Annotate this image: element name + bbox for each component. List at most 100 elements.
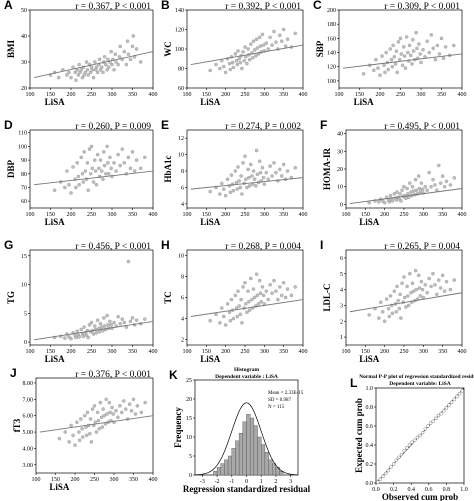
data-point <box>233 52 238 56</box>
x-tick-label: 1.0 <box>460 487 468 493</box>
x-tick-label: 150 <box>355 92 364 98</box>
data-point <box>221 314 226 319</box>
data-point <box>266 47 270 51</box>
data-point <box>138 166 143 171</box>
pp-point <box>434 416 438 421</box>
x-tick-label: 300 <box>260 212 269 218</box>
y-tick-label: 6.00 <box>23 414 34 420</box>
data-point <box>249 276 253 281</box>
data-point <box>420 187 425 192</box>
data-point <box>95 318 100 322</box>
panel-label: B <box>161 0 170 12</box>
data-point <box>134 47 139 51</box>
y-tick-label: 4 <box>181 317 184 323</box>
data-point <box>90 68 95 72</box>
data-point <box>101 70 105 75</box>
data-point <box>440 174 445 178</box>
y-tick-label: 70 <box>21 185 27 191</box>
data-point <box>134 318 139 322</box>
x-tick-label: 350 <box>128 212 137 218</box>
data-point <box>272 161 276 165</box>
data-point <box>378 73 382 77</box>
x-tick-label: 350 <box>438 349 447 355</box>
data-point <box>94 182 99 187</box>
x-tick-label: 200 <box>380 349 389 355</box>
y-tick-label: 0.4 <box>366 443 374 449</box>
y-tick-label: 4 <box>181 202 184 208</box>
data-point <box>126 52 131 56</box>
data-point <box>223 70 228 75</box>
data-point <box>91 75 96 80</box>
data-point <box>389 57 394 62</box>
x-tick-label: 100 <box>342 212 351 218</box>
data-point <box>113 52 118 56</box>
y-tick-label: 15 <box>186 416 192 422</box>
data-point <box>293 31 298 36</box>
data-point <box>231 65 236 70</box>
data-point <box>229 173 234 177</box>
plot-frame <box>338 9 463 89</box>
y-axis-label: HbA1c <box>163 155 173 182</box>
data-point <box>260 166 265 170</box>
data-point <box>387 314 392 319</box>
data-point <box>108 319 112 324</box>
data-point <box>101 177 105 182</box>
data-point <box>437 278 441 282</box>
y-tick-label: 0 <box>189 473 192 479</box>
data-point <box>101 407 105 411</box>
data-point <box>218 66 222 71</box>
y-tick-label: 60 <box>178 86 184 92</box>
data-point <box>278 285 282 289</box>
y-tick-label: 1.0 <box>366 386 374 392</box>
data-point <box>236 289 240 293</box>
y-tick-label: 0 <box>24 340 27 346</box>
pp-point <box>376 480 380 484</box>
x-tick-label: 250 <box>87 349 96 355</box>
data-point <box>120 410 124 415</box>
x-tick-label: 300 <box>417 92 426 98</box>
data-point <box>243 154 247 159</box>
data-point <box>261 293 266 298</box>
data-point <box>218 321 222 325</box>
data-point <box>394 49 399 53</box>
histogram-bar <box>216 467 221 476</box>
x-tick-label: 300 <box>260 349 269 355</box>
data-point <box>80 172 85 176</box>
data-point <box>63 185 67 190</box>
y-tick-label: 60 <box>21 199 27 205</box>
data-point <box>228 67 233 72</box>
data-point <box>227 61 232 66</box>
data-point <box>112 320 116 325</box>
data-point <box>404 305 408 309</box>
histogram-stat: SD = 0.987 <box>268 398 291 403</box>
data-point <box>399 316 403 320</box>
histogram-bar <box>227 455 232 476</box>
data-point <box>110 62 114 67</box>
data-point <box>444 179 449 184</box>
data-point <box>76 174 81 179</box>
data-point <box>418 294 422 298</box>
panel-label: A <box>4 0 13 12</box>
y-axis-label: Expected cum prob <box>354 398 364 473</box>
data-point <box>65 169 69 173</box>
data-point <box>114 169 118 173</box>
data-point <box>391 43 395 48</box>
x-tick-label: 150 <box>202 92 211 98</box>
data-point <box>237 304 241 308</box>
data-point <box>83 70 88 75</box>
data-point <box>246 289 250 293</box>
data-point <box>414 188 419 193</box>
data-point <box>392 55 397 59</box>
data-point <box>413 268 418 273</box>
data-point <box>71 433 75 438</box>
data-point <box>77 62 81 67</box>
y-tick-label: 90 <box>21 158 27 164</box>
data-point <box>139 410 144 415</box>
panel-c: C 100 150 200 250 300 350 400 100 120 140 160 180 200… <box>313 0 467 107</box>
data-point <box>107 400 112 405</box>
data-point <box>429 184 433 189</box>
data-point <box>131 397 136 402</box>
data-point <box>398 36 403 41</box>
pp-point <box>389 465 393 469</box>
x-tick-label: 150 <box>51 477 60 483</box>
